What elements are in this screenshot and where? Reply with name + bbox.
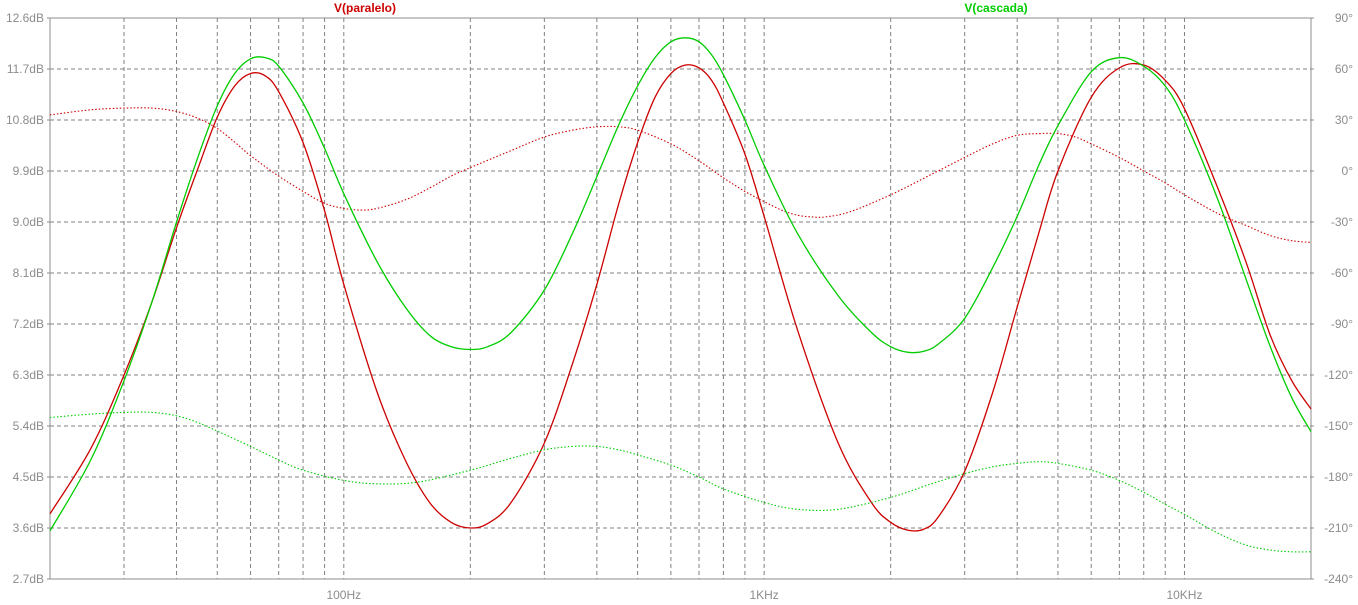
y-right-tick-label: -210°: [1324, 521, 1353, 535]
y-left-tick-label: 8.1dB: [13, 266, 44, 280]
y-right-tick-label: -90°: [1331, 317, 1353, 331]
tick-labels: 2.7dB 3.6dB 4.5dB 5.4dB 6.3dB 7.2dB 8.1dB 9.0dB…: [6, 11, 1353, 602]
x-tick-label: 1KHz: [749, 588, 778, 602]
y-left-tick-label: 12.6dB: [6, 11, 44, 25]
grid: [50, 18, 1311, 579]
phase-line-v-cascada: [49, 411, 1312, 553]
y-left-tick-label: 7.2dB: [13, 317, 44, 331]
y-right-tick-label: 30°: [1335, 113, 1353, 127]
y-right-tick-label: -150°: [1324, 419, 1353, 433]
y-left-tick-label: 5.4dB: [13, 419, 44, 433]
y-left-tick-label: 10.8dB: [6, 113, 44, 127]
y-left-tick-label: 2.7dB: [13, 572, 44, 586]
magnitude-line-v-paralelo: [49, 62, 1312, 532]
y-right-tick-label: -120°: [1324, 368, 1353, 382]
y-right-tick-label: -30°: [1331, 215, 1353, 229]
x-tick-label: 10KHz: [1166, 588, 1202, 602]
plot-frame: [49, 17, 1312, 580]
series-layer: [49, 37, 1312, 553]
y-right-tick-label: -240°: [1324, 572, 1353, 586]
y-left-tick-label: 9.9dB: [13, 164, 44, 178]
legend: V(paralelo) V(cascada): [334, 1, 1028, 15]
y-left-tick-label: 11.7dB: [7, 62, 44, 76]
y-left-tick-label: 9.0dB: [13, 215, 44, 229]
magnitude-line-v-cascada: [49, 37, 1312, 532]
y-right-tick-label: 0°: [1342, 164, 1354, 178]
legend-v-paralelo: V(paralelo): [334, 1, 396, 15]
y-right-tick-label: 60°: [1335, 62, 1353, 76]
phase-line-v-paralelo: [49, 107, 1312, 243]
legend-v-cascada: V(cascada): [964, 1, 1027, 15]
y-right-tick-label: -180°: [1324, 470, 1353, 484]
x-tick-label: 100Hz: [326, 588, 361, 602]
y-left-tick-label: 4.5dB: [13, 470, 44, 484]
y-left-tick-label: 6.3dB: [13, 368, 44, 382]
y-left-tick-label: 3.6dB: [13, 521, 44, 535]
y-right-tick-label: 90°: [1335, 11, 1353, 25]
y-right-tick-label: -60°: [1331, 266, 1353, 280]
